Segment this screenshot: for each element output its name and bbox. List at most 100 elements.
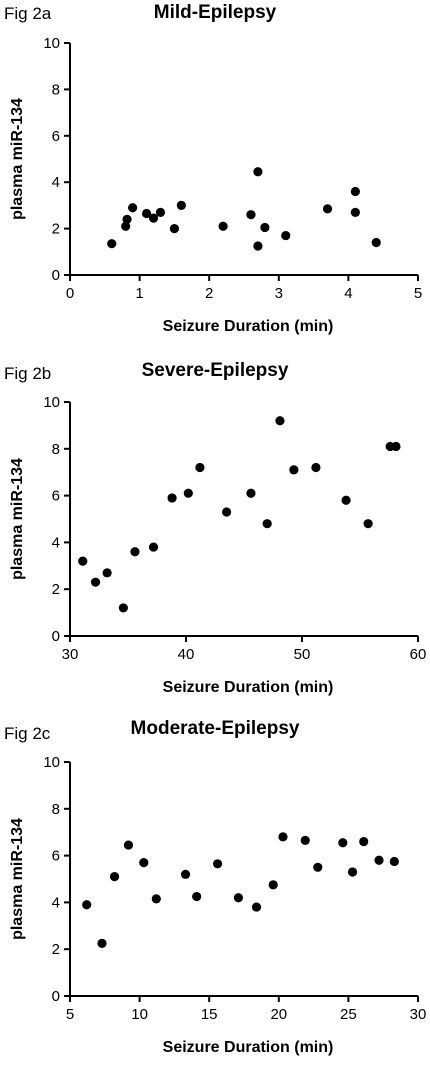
data-point xyxy=(195,462,205,473)
data-point xyxy=(155,207,166,217)
y-tick-label: 8 xyxy=(52,441,60,458)
data-point xyxy=(313,862,323,872)
x-tick-label: 40 xyxy=(178,646,195,663)
data-point xyxy=(151,894,161,904)
panel-severe: Fig 2b Severe-Epilepsy 0 2 4 6 8 10 30 40 50 60 Se… xyxy=(0,350,430,710)
data-point xyxy=(281,230,291,241)
data-point xyxy=(130,547,140,557)
data-point xyxy=(180,869,191,879)
x-tick-label: 0 xyxy=(66,285,74,302)
data-point xyxy=(338,838,348,848)
data-point xyxy=(212,859,223,869)
data-point xyxy=(121,221,131,231)
y-axis-label: plasma miR-134 xyxy=(9,818,26,940)
data-point xyxy=(141,208,152,219)
y-tick-label: 0 xyxy=(52,988,60,1005)
x-axis-label: Seizure Duration (min) xyxy=(163,1039,334,1056)
y-tick-label: 4 xyxy=(52,534,60,551)
data-point xyxy=(102,568,112,578)
panel-moderate: Fig 2c Moderate-Epilepsy 0 2 4 6 8 10 5 10 15 20 2… xyxy=(0,710,430,1076)
data-point xyxy=(347,867,358,877)
data-point xyxy=(246,210,256,220)
data-point xyxy=(278,832,288,842)
y-tick-label: 6 xyxy=(52,848,60,865)
y-tick-label: 6 xyxy=(52,488,60,505)
data-point xyxy=(233,893,244,903)
x-tick-label: 5 xyxy=(66,1006,74,1023)
data-point xyxy=(109,872,120,882)
y-tick-label: 8 xyxy=(52,801,60,818)
x-tick-label: 60 xyxy=(410,646,427,663)
scatter-plot-severe: 0 2 4 6 8 10 30 40 50 60 Seizure Duration (min) pla… xyxy=(9,394,427,696)
chart-title: Severe-Epilepsy xyxy=(141,360,289,381)
panel-mild: Fig 2a Mild-Epilepsy 0 2 4 6 8 10 0 1 2 3 4 5 Seizur… xyxy=(0,0,430,350)
data-point xyxy=(391,441,401,452)
data-point xyxy=(275,416,285,426)
data-point xyxy=(183,488,193,498)
data-point xyxy=(90,577,101,587)
x-tick-label: 30 xyxy=(62,646,79,663)
figure-label: Fig 2a xyxy=(4,4,52,23)
data-point xyxy=(148,542,159,552)
scatter-plot-mild: 0 2 4 6 8 10 0 1 2 3 4 5 Seizure Duration (min) plasm… xyxy=(9,35,422,335)
data-point xyxy=(322,204,333,214)
y-tick-label: 4 xyxy=(52,174,60,191)
data-point xyxy=(82,900,92,910)
data-point xyxy=(262,519,272,529)
figure-label: Fig 2b xyxy=(4,364,52,383)
data-point xyxy=(222,507,232,517)
data-point xyxy=(300,835,310,845)
y-tick-label: 2 xyxy=(52,581,60,598)
data-point xyxy=(148,213,159,223)
y-axis-label: plasma miR-134 xyxy=(9,98,26,220)
y-tick-label: 2 xyxy=(52,941,60,958)
data-point xyxy=(363,519,373,529)
data-point xyxy=(128,203,138,213)
chart-title: Mild-Epilepsy xyxy=(153,2,277,23)
x-tick-label: 25 xyxy=(340,1006,357,1023)
data-point xyxy=(246,488,256,498)
data-point xyxy=(389,856,399,867)
y-tick-label: 6 xyxy=(52,128,60,145)
chart-title: Moderate-Epilepsy xyxy=(130,718,300,739)
y-tick-label: 0 xyxy=(52,267,60,284)
y-tick-label: 4 xyxy=(52,894,60,911)
data-point xyxy=(123,840,134,850)
y-tick-label: 10 xyxy=(43,35,60,52)
x-tick-label: 5 xyxy=(414,285,422,302)
data-point xyxy=(289,465,299,475)
data-point xyxy=(118,603,128,613)
y-tick-label: 10 xyxy=(43,394,60,411)
x-tick-label: 2 xyxy=(205,285,213,302)
data-point xyxy=(260,222,270,233)
data-point xyxy=(350,186,360,197)
data-point xyxy=(311,462,321,473)
x-tick-label: 50 xyxy=(294,646,311,663)
data-point xyxy=(176,200,186,210)
x-tick-label: 15 xyxy=(201,1006,218,1023)
data-point xyxy=(253,241,263,251)
data-point xyxy=(253,167,263,177)
x-tick-label: 30 xyxy=(410,1006,427,1023)
x-tick-label: 20 xyxy=(270,1006,287,1023)
x-tick-label: 10 xyxy=(131,1006,148,1023)
x-axis-label: Seizure Duration (min) xyxy=(163,679,334,696)
data-point xyxy=(374,855,384,865)
data-point xyxy=(139,858,149,868)
y-axis-label: plasma miR-134 xyxy=(9,458,26,580)
data-point xyxy=(371,237,381,248)
data-point xyxy=(218,221,228,231)
x-tick-label: 4 xyxy=(344,285,352,302)
data-point xyxy=(350,207,360,217)
scatter-plot-moderate: 0 2 4 6 8 10 5 10 15 20 25 30 Seizure Duration (min)… xyxy=(9,754,427,1056)
y-tick-label: 2 xyxy=(52,221,60,238)
figure-label: Fig 2c xyxy=(4,724,51,743)
data-point xyxy=(359,836,369,847)
data-point xyxy=(251,902,262,912)
x-tick-label: 1 xyxy=(135,285,143,302)
data-point xyxy=(97,938,107,948)
data-point xyxy=(169,224,179,234)
data-point xyxy=(268,880,278,890)
data-point xyxy=(107,239,117,249)
data-point xyxy=(78,556,88,566)
